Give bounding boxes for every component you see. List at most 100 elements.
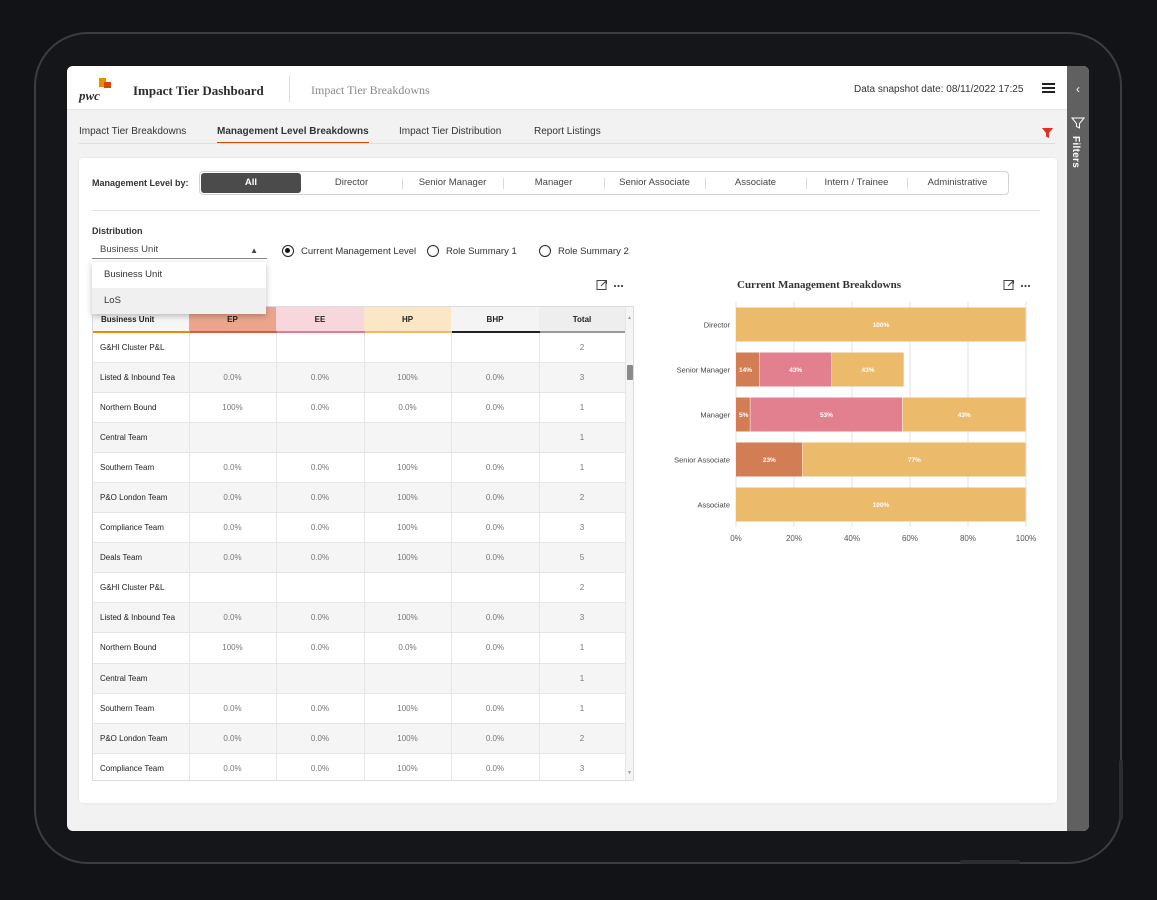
row-business-unit: Central Team (93, 663, 190, 694)
filter-outline-icon (1071, 117, 1085, 129)
scroll-down-icon[interactable]: ▼ (627, 770, 632, 776)
segment-manager[interactable]: Manager (534, 177, 573, 188)
bar-segment (736, 442, 803, 477)
x-tick-label: 20% (786, 534, 802, 543)
table-row[interactable]: G&HI Cluster P&L 2 (93, 572, 626, 604)
row-cell: 0.0% (276, 452, 365, 483)
more-options-icon[interactable] (613, 284, 624, 288)
chevron-left-icon[interactable]: ‹ (1076, 82, 1080, 96)
row-business-unit: Southern Team (93, 693, 190, 724)
scrollbar-thumb[interactable] (627, 365, 633, 380)
row-cell (451, 663, 540, 694)
row-cell: 0.0% (189, 723, 277, 754)
header-bhp[interactable]: BHP (451, 307, 539, 333)
table-row[interactable]: G&HI Cluster P&L 2 (93, 332, 626, 363)
table-row[interactable]: Compliance Team 0.0% 0.0% 100% 0.0% 3 (93, 753, 626, 780)
filters-label: Filters (1070, 136, 1081, 169)
row-cell (276, 332, 365, 363)
row-cell: 0.0% (276, 723, 365, 754)
segment-senior-associate[interactable]: Senior Associate (619, 177, 690, 188)
row-business-unit: Central Team (93, 422, 190, 453)
data-label: 77% (908, 457, 921, 464)
table-row[interactable]: Northern Bound 100% 0.0% 0.0% 0.0% 1 (93, 632, 626, 664)
distribution-select-value: Business Unit (100, 244, 159, 255)
segment-senior-manager[interactable]: Senior Manager (418, 177, 487, 188)
row-cell: 0.0% (451, 362, 540, 393)
data-label: 14% (739, 367, 752, 374)
table-row[interactable]: P&O London Team 0.0% 0.0% 100% 0.0% 2 (93, 723, 626, 754)
hamburger-menu-icon[interactable] (1042, 83, 1055, 93)
header-total[interactable]: Total (539, 307, 625, 333)
segment-all[interactable]: All (201, 173, 301, 193)
row-cell (189, 572, 277, 604)
row-business-unit: Deals Team (93, 542, 190, 574)
row-business-unit: Northern Bound (93, 632, 190, 664)
table-row[interactable]: Deals Team 0.0% 0.0% 100% 0.0% 5 (93, 542, 626, 574)
row-cell: 0.0% (276, 602, 365, 634)
row-cell: 0.0% (189, 512, 277, 544)
distribution-select[interactable]: Business Unit ▲ (92, 243, 267, 259)
table-row[interactable]: Listed & Inbound Tea 0.0% 0.0% 100% 0.0% 3 (93, 362, 626, 393)
expand-icon[interactable] (1003, 280, 1014, 290)
table-row[interactable]: Compliance Team 0.0% 0.0% 100% 0.0% 3 (93, 512, 626, 544)
table-row[interactable]: P&O London Team 0.0% 0.0% 100% 0.0% 2 (93, 482, 626, 514)
table-row[interactable]: Northern Bound 100% 0.0% 0.0% 0.0% 1 (93, 392, 626, 423)
bar-segment (736, 352, 760, 387)
row-cell (189, 663, 277, 694)
row-cell (276, 572, 365, 604)
app-title: Impact Tier Dashboard (133, 83, 264, 98)
row-business-unit: Listed & Inbound Tea (93, 602, 190, 634)
row-cell: 100% (364, 693, 452, 724)
segment-intern-trainee[interactable]: Intern / Trainee (824, 177, 889, 188)
row-cell: 0.0% (451, 723, 540, 754)
table-row[interactable]: Listed & Inbound Tea 0.0% 0.0% 100% 0.0% 3 (93, 602, 626, 634)
scroll-up-icon[interactable]: ▲ (627, 315, 632, 321)
radio-unchecked-icon (427, 245, 439, 257)
row-cell: 1 (539, 392, 626, 423)
dropdown-option-los[interactable]: LoS (92, 288, 266, 314)
tab-management-level-breakdowns[interactable]: Management Level Breakdowns (217, 126, 369, 144)
row-business-unit: Compliance Team (93, 753, 190, 780)
data-label: 43% (862, 367, 875, 374)
tab-impact-tier-breakdowns[interactable]: Impact Tier Breakdowns (79, 126, 187, 137)
header-hp[interactable]: HP (364, 307, 451, 333)
segment-administrative[interactable]: Administrative (927, 177, 988, 188)
table-row[interactable]: Southern Team 0.0% 0.0% 100% 0.0% 1 (93, 452, 626, 483)
row-cell: 2 (539, 482, 626, 514)
expand-icon[interactable] (596, 280, 607, 290)
tablet-bottom-edge (960, 860, 1020, 864)
table-row[interactable]: Central Team 1 (93, 422, 626, 453)
app-subtitle: Impact Tier Breakdowns (311, 83, 430, 97)
table-scrollbar[interactable]: ▲ ▼ (625, 307, 633, 780)
radio-unchecked-icon (539, 245, 551, 257)
tab-impact-tier-distribution[interactable]: Impact Tier Distribution (399, 126, 502, 137)
dropdown-option-business-unit[interactable]: Business Unit (104, 269, 163, 280)
more-options-icon[interactable] (1020, 284, 1031, 288)
data-label: 53% (820, 412, 833, 419)
filters-panel[interactable]: ‹ Filters (1067, 66, 1089, 831)
row-cell: 0.0% (276, 512, 365, 544)
row-cell: 100% (364, 512, 452, 544)
row-cell: 0.0% (451, 452, 540, 483)
chart-toolbar (1003, 280, 1031, 290)
category-label: Manager (700, 411, 730, 420)
business-unit-table: Business Unit EP EE HP BHP Total G&HI Cl… (92, 306, 634, 781)
row-cell (364, 663, 452, 694)
table-row[interactable]: Southern Team 0.0% 0.0% 100% 0.0% 1 (93, 693, 626, 724)
segment-director[interactable]: Director (334, 177, 369, 188)
bar-segment (759, 352, 832, 387)
row-cell (451, 572, 540, 604)
distribution-label: Distribution (92, 226, 143, 236)
row-business-unit: Northern Bound (93, 392, 190, 423)
row-cell: 0.0% (451, 693, 540, 724)
tab-report-listings[interactable]: Report Listings (534, 126, 601, 137)
row-cell: 0.0% (189, 452, 277, 483)
segment-associate[interactable]: Associate (734, 177, 777, 188)
category-label: Director (704, 321, 731, 330)
filter-icon[interactable] (1042, 128, 1053, 139)
header-ee[interactable]: EE (276, 307, 364, 333)
distribution-dropdown-menu: Business Unit LoS (92, 262, 266, 314)
bar-segment (750, 397, 903, 432)
row-business-unit: Southern Team (93, 452, 190, 483)
table-row[interactable]: Central Team 1 (93, 663, 626, 694)
